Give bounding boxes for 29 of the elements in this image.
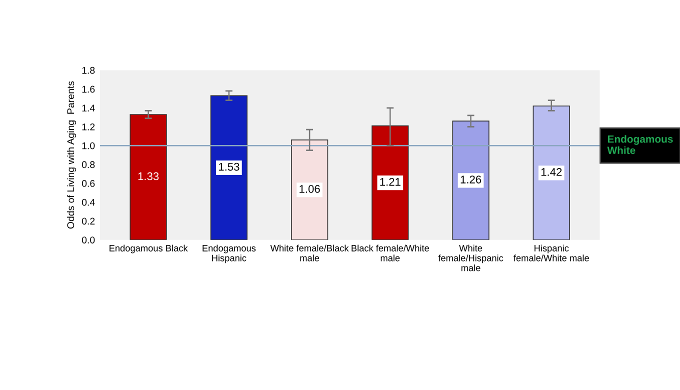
y-tick-label: 1.6 [82, 86, 95, 93]
y-tick-label: 0.6 [82, 180, 95, 187]
data-label: 1.06 [300, 185, 320, 193]
x-tick-label: Black female/White male [352, 244, 429, 262]
y-tick-label: 1.2 [82, 123, 95, 130]
bar [130, 114, 167, 240]
x-tick-label: White female/Black male [270, 244, 349, 262]
x-tick-label: Endogamous Black [110, 244, 188, 254]
bar [452, 120, 490, 240]
data-label: 1.42 [541, 168, 562, 176]
data-label: 1.33 [138, 172, 159, 180]
x-tick-label: Hispanic female/White male [514, 244, 589, 262]
bar [532, 106, 570, 240]
x-tick-label: Endogamous Hispanic [202, 244, 256, 264]
y-tick-label: 0.2 [82, 218, 95, 225]
y-tick-label: 1.8 [82, 66, 95, 74]
y-tick-label: 1.4 [82, 104, 95, 112]
bar [290, 140, 328, 240]
bar [210, 95, 248, 240]
y-tick-label: 0.4 [82, 198, 95, 206]
data-label: 1.53 [218, 162, 240, 171]
ref-line-label: Endogamous White [607, 135, 673, 154]
y-axis-title: Odds of Living with Aging Parents [66, 81, 76, 229]
data-label: 1.21 [380, 178, 400, 186]
x-tick-label: White female/Hispanic male [438, 244, 504, 272]
y-tick-label: 1.0 [82, 142, 95, 150]
data-label: 1.26 [460, 176, 482, 184]
y-tick-label: 0.0 [82, 236, 95, 244]
y-tick-label: 0.8 [82, 161, 95, 168]
